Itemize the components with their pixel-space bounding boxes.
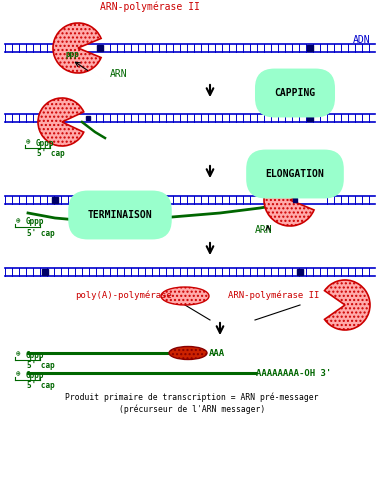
Wedge shape xyxy=(324,280,370,330)
Text: ⊕: ⊕ xyxy=(16,217,20,226)
Wedge shape xyxy=(38,98,84,146)
Wedge shape xyxy=(264,174,314,226)
Text: 5' cap: 5' cap xyxy=(27,362,55,370)
Text: 5' cap: 5' cap xyxy=(27,228,55,238)
Text: Produit primaire de transcription = ARN pré-messager: Produit primaire de transcription = ARN … xyxy=(65,392,319,402)
Text: ARN-polymérase II: ARN-polymérase II xyxy=(228,290,319,300)
Text: Gppp: Gppp xyxy=(26,370,45,379)
Text: 5' cap: 5' cap xyxy=(37,149,65,159)
Text: Gppp: Gppp xyxy=(26,217,45,227)
Text: ELONGATION: ELONGATION xyxy=(266,169,324,179)
Text: ARN-polymérase II: ARN-polymérase II xyxy=(100,1,200,12)
Text: TERMINAISON: TERMINAISON xyxy=(88,210,152,220)
Text: CAPPING: CAPPING xyxy=(275,88,316,98)
Text: ⊕: ⊕ xyxy=(26,137,30,147)
Text: ⊕: ⊕ xyxy=(16,369,20,378)
Text: 5' cap: 5' cap xyxy=(27,381,55,390)
Text: AAAAAAAA-OH 3': AAAAAAAA-OH 3' xyxy=(256,369,331,378)
Ellipse shape xyxy=(161,287,209,305)
Text: ARN: ARN xyxy=(255,225,273,235)
Wedge shape xyxy=(53,23,101,73)
Text: Gppp: Gppp xyxy=(26,351,45,360)
Text: (précurseur de l'ARN messager): (précurseur de l'ARN messager) xyxy=(119,404,265,414)
Text: ⊕: ⊕ xyxy=(16,350,20,358)
Text: AAA: AAA xyxy=(209,349,225,358)
Text: Gppp: Gppp xyxy=(36,138,55,148)
Text: ARN: ARN xyxy=(110,69,127,79)
Text: ADN: ADN xyxy=(353,35,370,45)
Text: poly(A)-polymérase: poly(A)-polymérase xyxy=(75,290,172,300)
Text: ppp: ppp xyxy=(66,50,80,59)
Ellipse shape xyxy=(169,346,207,360)
